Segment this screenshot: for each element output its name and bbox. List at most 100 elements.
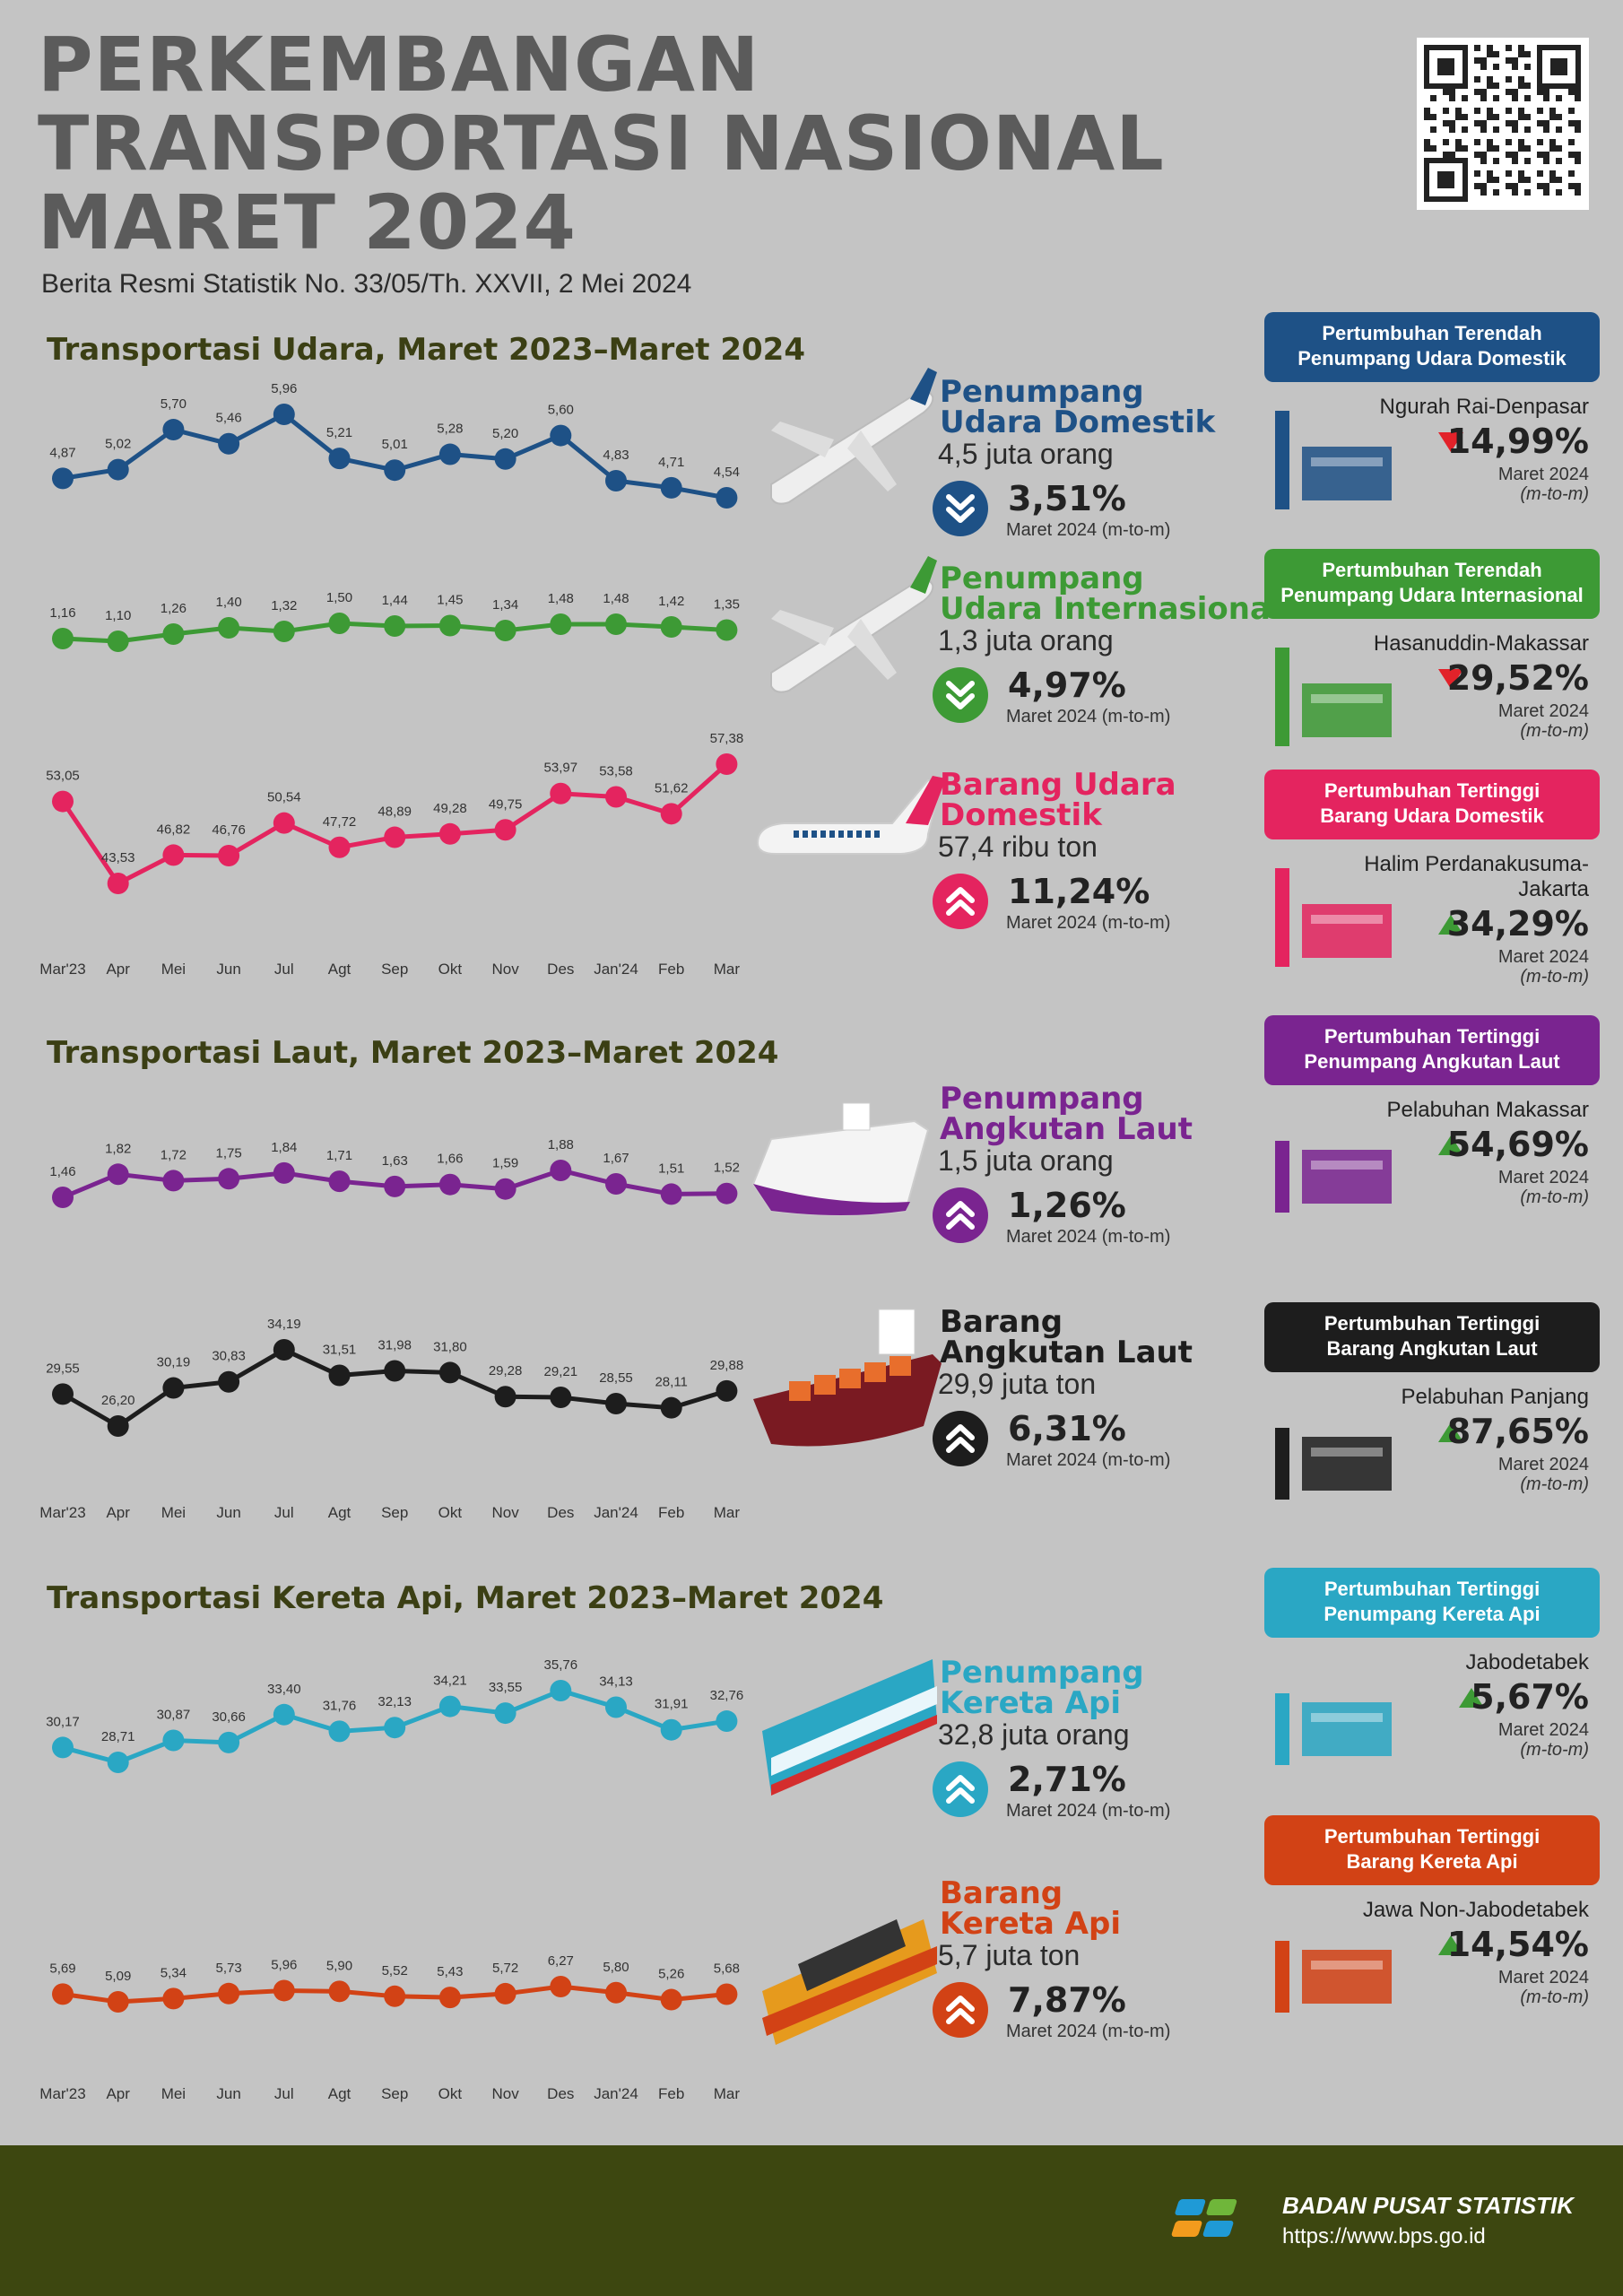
data-point xyxy=(438,1987,461,2009)
data-label: 1,32 xyxy=(271,598,297,613)
x-axis-2: Mar'23 Apr Mei Jun Jul Agt Sep Okt Nov Des Jan'24 F… xyxy=(39,2085,740,2102)
indicator-name-1: Penumpang xyxy=(940,561,1144,596)
data-label: 30,17 xyxy=(46,1714,80,1729)
highlight-period-2: (m-to-m) xyxy=(1520,484,1589,504)
data-label: 5,90 xyxy=(326,1958,352,1973)
indicator-period: Maret 2024 (m-to-m) xyxy=(1006,707,1171,726)
tick-label: Apr xyxy=(106,2085,130,2102)
highlight-title-1: Pertumbuhan Tertinggi xyxy=(1324,1578,1541,1600)
data-label: 5,26 xyxy=(658,1967,684,1982)
data-label: 29,21 xyxy=(544,1364,578,1379)
data-label: 1,51 xyxy=(658,1161,684,1176)
tick-label: Jan'24 xyxy=(594,961,638,978)
data-point xyxy=(438,1173,461,1196)
tick-label: Des xyxy=(547,961,574,978)
highlight-period-2: (m-to-m) xyxy=(1520,967,1589,987)
data-point xyxy=(52,467,74,490)
data-point xyxy=(605,1696,627,1718)
data-point xyxy=(438,1361,461,1384)
tick-label: Mei xyxy=(161,1504,186,1521)
data-label: 30,83 xyxy=(212,1349,246,1364)
tick-label: Jun xyxy=(216,961,240,978)
data-point xyxy=(218,1982,240,2005)
data-label: 5,21 xyxy=(326,425,352,440)
data-label: 4,87 xyxy=(49,445,75,460)
tick-label: Nov xyxy=(491,2085,519,2102)
series-5: 30,17 28,71 30,87 30,66 33,40 31,76 32,13 34,21… xyxy=(46,1657,743,1773)
tick-label: Agt xyxy=(328,961,352,978)
indicator-name-2: Kereta Api xyxy=(940,1685,1121,1721)
double-chevron-up-icon xyxy=(933,874,988,929)
subtitle: Berita Resmi Statistik No. 33/05/Th. XXV… xyxy=(41,269,692,299)
data-label: 29,88 xyxy=(710,1358,744,1373)
highlight-badge: Pertumbuhan Tertinggi Barang Angkutan La… xyxy=(1264,1302,1600,1372)
highlight-period: Maret 2024 (m-to-m) xyxy=(1498,1455,1589,1494)
data-label: 1,42 xyxy=(658,594,684,609)
highlight-location: Halim Perdanakusuma- Jakarta xyxy=(1364,852,1589,901)
data-point xyxy=(162,1987,185,2010)
highlight-title-1: Pertumbuhan Terendah xyxy=(1322,322,1542,344)
tick-label: Mar xyxy=(714,1504,741,1521)
data-label: 30,66 xyxy=(212,1709,246,1725)
data-point xyxy=(328,836,351,858)
tick-label: Agt xyxy=(328,2085,352,2102)
data-label: 1,40 xyxy=(215,595,241,610)
tick-label: Feb xyxy=(658,1504,684,1521)
data-point xyxy=(550,1160,572,1181)
tick-label: Sep xyxy=(381,961,408,978)
data-label: 30,19 xyxy=(157,1355,191,1370)
indicator-period: Maret 2024 (m-to-m) xyxy=(1006,2022,1171,2041)
double-chevron-up-icon xyxy=(933,1411,988,1466)
data-label: 49,75 xyxy=(489,796,523,812)
line-charts: 4,87 5,02 5,70 5,46 5,96 5,21 5,01 5,28 5,20 5,60… xyxy=(39,381,744,2102)
qr-code-icon[interactable] xyxy=(1417,38,1589,210)
data-point xyxy=(107,631,129,652)
data-label: 1,34 xyxy=(492,597,518,613)
highlight-badge: Pertumbuhan Tertinggi Penumpang Angkutan… xyxy=(1264,1015,1600,1085)
tick-label: Nov xyxy=(491,961,519,978)
data-point xyxy=(384,459,406,482)
data-point xyxy=(716,1710,738,1733)
data-point xyxy=(273,404,295,425)
data-label: 1,16 xyxy=(49,605,75,621)
highlight-title-1: Pertumbuhan Tertinggi xyxy=(1324,1312,1541,1335)
data-point xyxy=(162,419,185,441)
section-title-laut: Transportasi Laut, Maret 2023–Maret 2024 xyxy=(47,1035,779,1071)
highlight-period-2: (m-to-m) xyxy=(1520,1740,1589,1760)
data-point xyxy=(273,812,295,834)
highlight-title-1: Pertumbuhan Terendah xyxy=(1322,559,1542,581)
data-label: 31,51 xyxy=(323,1343,357,1358)
data-point xyxy=(273,1979,295,2002)
indicator-period: Maret 2024 (m-to-m) xyxy=(1006,1227,1171,1247)
tick-label: Des xyxy=(547,1504,574,1521)
data-label: 33,55 xyxy=(489,1680,523,1695)
highlight-period-1: Maret 2024 xyxy=(1497,465,1589,484)
indicator-value: 1,3 juta orang xyxy=(938,624,1114,657)
data-label: 1,35 xyxy=(714,597,740,613)
data-point xyxy=(162,623,185,645)
data-label: 1,71 xyxy=(326,1148,352,1163)
highlight-badge: Pertumbuhan Terendah Penumpang Udara Int… xyxy=(1264,549,1600,619)
data-label: 31,91 xyxy=(655,1697,689,1712)
tick-label: Feb xyxy=(658,961,684,978)
triangle-up-icon xyxy=(1438,915,1463,935)
data-point xyxy=(107,1163,129,1186)
tick-label: Nov xyxy=(491,1504,519,1521)
tick-label: Jun xyxy=(216,2085,240,2102)
indicator-period: Maret 2024 (m-to-m) xyxy=(1006,1801,1171,1821)
data-label: 1,82 xyxy=(105,1141,131,1156)
data-point xyxy=(328,1980,351,2003)
tick-label: Mar'23 xyxy=(39,961,85,978)
double-chevron-up-icon xyxy=(933,1187,988,1243)
org-url[interactable]: https://www.bps.go.id xyxy=(1282,2224,1486,2248)
indicator-value: 29,9 juta ton xyxy=(938,1368,1097,1400)
highlight-pct: 14,99% xyxy=(1446,422,1589,461)
data-label: 48,89 xyxy=(378,804,412,820)
data-point xyxy=(384,1717,406,1739)
data-label: 5,01 xyxy=(382,437,408,452)
double-chevron-up-icon xyxy=(933,1761,988,1817)
highlight-period: Maret 2024 (m-to-m) xyxy=(1498,1720,1589,1760)
data-point xyxy=(218,432,240,455)
data-point xyxy=(438,614,461,637)
data-label: 28,55 xyxy=(599,1370,633,1386)
